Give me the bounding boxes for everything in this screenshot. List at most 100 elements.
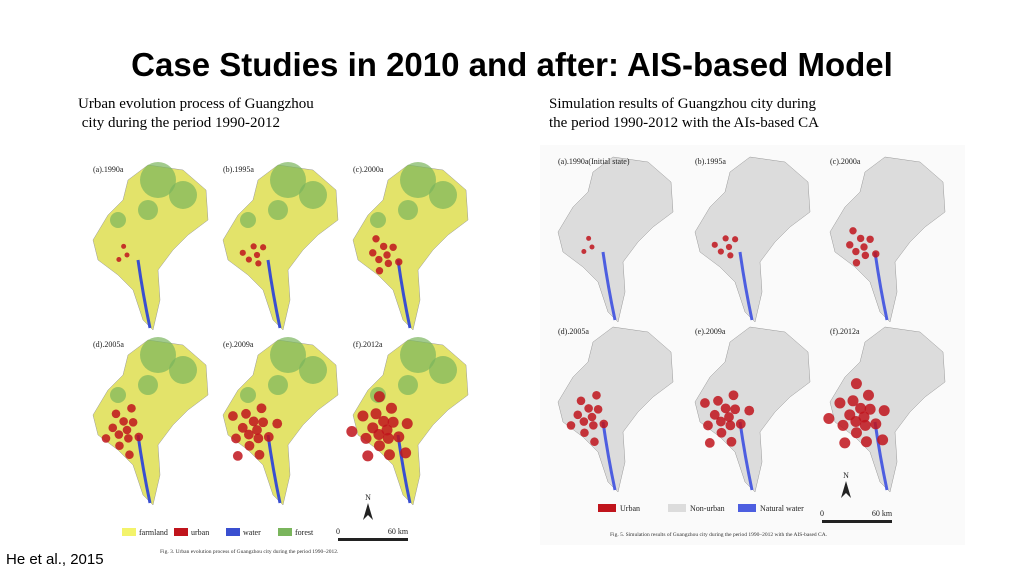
map-urban bbox=[858, 411, 870, 423]
legend-swatch bbox=[668, 504, 686, 512]
map-urban bbox=[272, 418, 283, 429]
panel-label: (a).1990a(Initial state) bbox=[558, 157, 630, 166]
map-urban bbox=[587, 412, 597, 422]
map-urban bbox=[114, 430, 124, 439]
map-forest bbox=[138, 200, 158, 220]
map-urban bbox=[834, 397, 846, 409]
map-urban bbox=[703, 420, 713, 431]
map-urban bbox=[584, 404, 593, 413]
map-urban bbox=[593, 404, 603, 414]
figures: (a).1990a (b).1995a (c).2000a (d).2005a (e).… bbox=[92, 156, 946, 555]
map-urban bbox=[844, 409, 856, 421]
map-urban bbox=[860, 243, 868, 251]
map-urban bbox=[253, 433, 264, 444]
map-urban bbox=[384, 259, 393, 268]
map-forest bbox=[268, 375, 288, 395]
legend-label: farmland bbox=[139, 528, 168, 537]
map-urban bbox=[852, 247, 860, 256]
panel-label: (c).2000a bbox=[830, 157, 861, 166]
map-urban bbox=[245, 256, 252, 263]
map-urban bbox=[720, 403, 731, 414]
map-urban bbox=[252, 425, 262, 435]
map-urban bbox=[119, 417, 128, 426]
map-urban bbox=[255, 260, 262, 267]
map-urban bbox=[725, 420, 736, 431]
map-urban bbox=[357, 410, 369, 422]
map-urban bbox=[864, 403, 876, 415]
map-urban bbox=[860, 436, 872, 448]
legend-swatch bbox=[278, 528, 292, 536]
left-caption: city during the period 1990-2012 bbox=[78, 115, 280, 131]
map-urban bbox=[134, 432, 144, 442]
map-urban bbox=[115, 441, 124, 451]
map-urban bbox=[847, 395, 859, 407]
map-urban bbox=[360, 432, 372, 444]
panel-label: (b).1995a bbox=[695, 157, 726, 166]
map-urban bbox=[128, 417, 138, 427]
right-caption: Simulation results of Guangzhou city dur… bbox=[549, 96, 817, 112]
map-urban bbox=[846, 241, 854, 249]
legend-label: urban bbox=[191, 528, 209, 537]
map-urban bbox=[125, 450, 134, 460]
map-urban bbox=[122, 425, 132, 435]
map-water bbox=[266, 259, 282, 329]
map-urban bbox=[823, 413, 835, 425]
map-urban bbox=[744, 405, 755, 416]
map-urban bbox=[579, 417, 589, 426]
panel-label: (e).2009a bbox=[695, 327, 726, 336]
map-forest bbox=[240, 212, 256, 228]
map-urban bbox=[716, 427, 727, 438]
map-urban bbox=[373, 391, 385, 403]
citation: He et al., 2015 bbox=[6, 551, 104, 568]
map-urban bbox=[116, 257, 122, 263]
map-urban bbox=[367, 422, 379, 434]
left-caption: Urban evolution process of Guangzhou bbox=[78, 96, 314, 112]
legend-label: forest bbox=[295, 528, 314, 537]
map-water bbox=[136, 259, 152, 329]
scale-label: 60 km bbox=[872, 509, 893, 518]
map-urban bbox=[239, 249, 246, 256]
map-urban bbox=[389, 243, 397, 251]
map-urban bbox=[127, 403, 136, 413]
map-urban bbox=[715, 416, 726, 427]
map-urban bbox=[111, 409, 121, 419]
map-urban bbox=[872, 250, 880, 258]
map-urban bbox=[589, 421, 598, 430]
map-forest bbox=[140, 337, 176, 373]
map-urban bbox=[241, 408, 251, 419]
right-caption: the period 1990-2012 with the AIs-based … bbox=[549, 115, 819, 131]
map-urban bbox=[580, 428, 589, 438]
panel-label: (a).1990a bbox=[93, 165, 124, 174]
map-urban bbox=[387, 416, 399, 428]
map-urban bbox=[254, 449, 265, 460]
map-urban bbox=[250, 243, 257, 250]
map-urban bbox=[393, 431, 405, 443]
scale-bar bbox=[822, 520, 892, 523]
map-urban bbox=[566, 421, 576, 430]
north-label: N bbox=[365, 493, 371, 502]
map-urban bbox=[735, 419, 746, 429]
map-forest bbox=[140, 162, 176, 198]
map-urban bbox=[592, 390, 601, 400]
map-urban bbox=[381, 424, 393, 436]
legend-swatch bbox=[122, 528, 136, 536]
map-urban bbox=[730, 404, 741, 415]
map-urban bbox=[573, 410, 583, 420]
map-forest bbox=[110, 212, 126, 228]
map-forest bbox=[240, 387, 256, 403]
map-urban bbox=[877, 434, 889, 446]
legend-swatch bbox=[598, 504, 616, 512]
panel-label: (b).1995a bbox=[223, 165, 254, 174]
map-urban bbox=[837, 419, 849, 431]
legend-label: water bbox=[243, 528, 261, 537]
map-urban bbox=[362, 450, 374, 462]
scale-label: 0 bbox=[336, 527, 340, 536]
map-urban bbox=[372, 235, 380, 243]
map-forest bbox=[429, 181, 457, 209]
map-urban bbox=[108, 423, 118, 433]
map-urban bbox=[263, 432, 274, 442]
map-urban bbox=[253, 251, 261, 259]
map-urban bbox=[373, 440, 385, 452]
scale-bar bbox=[338, 538, 408, 541]
